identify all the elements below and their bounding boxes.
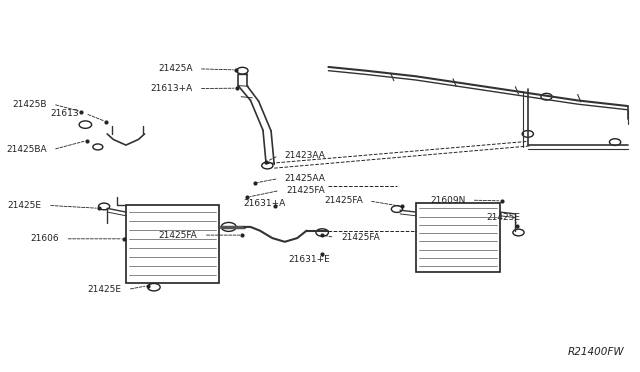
Text: 21425E: 21425E bbox=[486, 213, 520, 222]
Text: 21425A: 21425A bbox=[158, 64, 193, 73]
Text: 21613+A: 21613+A bbox=[150, 84, 193, 93]
Text: 21631+A: 21631+A bbox=[244, 199, 286, 208]
Text: 21425FA: 21425FA bbox=[159, 231, 198, 240]
Text: 21606: 21606 bbox=[31, 234, 59, 243]
Text: 21425FA: 21425FA bbox=[341, 233, 380, 242]
Text: 21425E: 21425E bbox=[8, 201, 42, 210]
Text: 21631+E: 21631+E bbox=[288, 255, 330, 264]
Text: 21425AA: 21425AA bbox=[285, 174, 326, 183]
Text: 21425FA: 21425FA bbox=[324, 196, 363, 205]
Text: 21425B: 21425B bbox=[12, 100, 47, 109]
Text: 21609N: 21609N bbox=[430, 196, 465, 205]
Text: 21425FA: 21425FA bbox=[286, 186, 324, 195]
Text: 21425BA: 21425BA bbox=[6, 145, 47, 154]
Text: R21400FW: R21400FW bbox=[568, 347, 625, 357]
Text: 21613: 21613 bbox=[51, 109, 79, 118]
Text: 21425E: 21425E bbox=[88, 285, 122, 294]
Text: 21423AA: 21423AA bbox=[285, 151, 326, 160]
